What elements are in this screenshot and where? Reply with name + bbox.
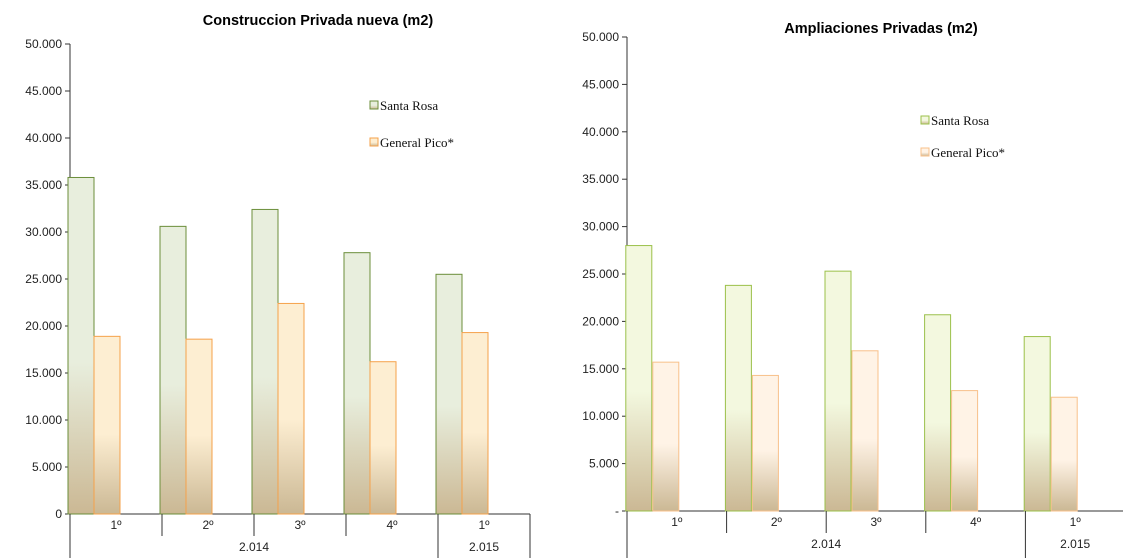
bar-santa-rosa: [67, 176, 95, 515]
legend-label: Santa Rosa: [380, 98, 438, 113]
bar-general-pico: [369, 361, 397, 515]
x-category-label: 1º: [478, 518, 490, 532]
y-tick-label: 50.000: [25, 37, 62, 51]
y-tick-label: 15.000: [25, 366, 62, 380]
x-group-label: 2.015: [469, 540, 499, 554]
bar-general-pico: [461, 332, 489, 515]
chart-title: Construccion Privada nueva (m2): [203, 13, 434, 29]
bar-general-pico: [185, 338, 213, 515]
legend-swatch: [369, 100, 379, 110]
y-tick-label: 40.000: [25, 131, 62, 145]
y-tick-label: 35.000: [25, 178, 62, 192]
bar-santa-rosa: [435, 273, 463, 515]
y-tick-label: 20.000: [25, 319, 62, 333]
y-tick-label: 0: [55, 507, 62, 521]
legend-swatch: [369, 137, 379, 147]
bar-santa-rosa: [251, 208, 279, 515]
x-category-label: 4º: [386, 518, 398, 532]
y-tick-label: 5.000: [32, 460, 62, 474]
y-tick-label: 30.000: [25, 225, 62, 239]
bar-santa-rosa: [343, 252, 371, 515]
bar-general-pico: [277, 302, 305, 515]
bar-santa-rosa: [159, 225, 187, 515]
bar-general-pico: [93, 335, 121, 515]
legend-label: General Pico*: [380, 135, 454, 150]
x-category-label: 2º: [202, 518, 214, 532]
y-tick-label: 25.000: [25, 272, 62, 286]
y-tick-label: 45.000: [25, 84, 62, 98]
x-group-label: 2.014: [239, 540, 269, 554]
x-category-label: 1º: [110, 518, 122, 532]
y-tick-label: 10.000: [25, 413, 62, 427]
legend: Santa Rosa General Pico*: [369, 98, 454, 150]
x-category-label: 3º: [294, 518, 306, 532]
